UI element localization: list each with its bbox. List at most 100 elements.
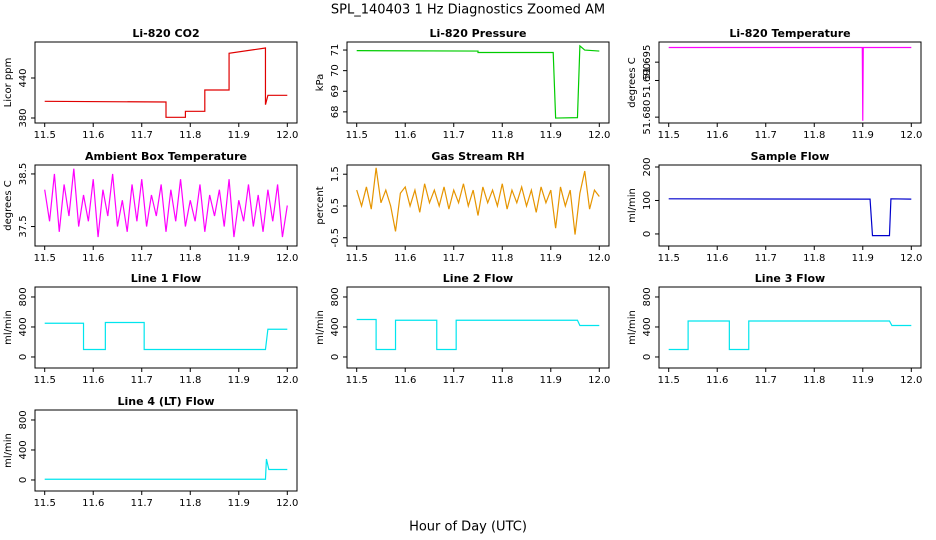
plot-area: [44, 458, 288, 480]
x-tick-label: 11.8: [179, 253, 201, 264]
plot-frame: [346, 286, 610, 369]
x-tick-label: 11.5: [346, 253, 368, 264]
y-tick-label: 0: [18, 477, 29, 483]
x-tick-label: 11.6: [394, 375, 416, 386]
data-line: [44, 168, 288, 238]
plot-frame: [34, 409, 298, 492]
x-tick-label: 12.0: [276, 375, 298, 386]
y-tick-label: 400: [330, 317, 341, 336]
y-axis-title: ml/min: [627, 310, 638, 345]
data-line: [44, 321, 288, 351]
x-tick-label: 11.6: [82, 375, 104, 386]
data-line: [668, 198, 912, 237]
x-tick-label: 11.6: [82, 498, 104, 509]
x-tick-label: 11.5: [34, 130, 56, 141]
data-line: [668, 320, 912, 351]
panel-title: Line 3 Flow: [755, 272, 825, 285]
panel: Gas Stream RH percent 11.5 11.6 11.7 11.8 11.9…: [315, 150, 610, 264]
x-tick-label: 11.6: [706, 375, 728, 386]
y-tick-label: 440: [18, 68, 29, 87]
data-line: [356, 167, 600, 235]
plot-area: [668, 198, 912, 237]
panel: Li-820 Temperature degrees C 11.5 11.6 11.7 1…: [627, 27, 922, 141]
panel: Line 1 Flow ml/min 11.5 11.6 11.7 11.8 11.9 12.…: [3, 272, 298, 386]
x-tick-label: 12.0: [588, 130, 610, 141]
data-line: [356, 44, 600, 119]
y-tick-label: 37.5: [18, 215, 29, 237]
x-tick-label: 12.0: [276, 130, 298, 141]
y-tick-label: 1.5: [330, 166, 341, 182]
y-tick-label: 0: [18, 354, 29, 360]
x-tick-label: 11.7: [755, 375, 777, 386]
x-tick-label: 11.9: [852, 253, 874, 264]
x-tick-label: 12.0: [900, 253, 922, 264]
x-tick-label: 11.5: [34, 253, 56, 264]
x-tick-label: 11.7: [131, 375, 153, 386]
plot-frame: [34, 41, 298, 124]
x-tick-label: 12.0: [588, 375, 610, 386]
x-tick-label: 11.7: [443, 130, 465, 141]
panel-title: Line 4 (LT) Flow: [118, 395, 215, 408]
x-tick-label: 11.8: [491, 253, 513, 264]
y-tick-label: 0: [642, 231, 653, 237]
data-line: [356, 318, 600, 351]
y-tick-label: 68: [330, 106, 341, 119]
y-tick-label: 51.690: [642, 63, 653, 98]
plot-frame: [658, 41, 922, 124]
y-axis-title: degrees C: [3, 180, 14, 230]
x-tick-label: 11.6: [82, 253, 104, 264]
x-tick-label: 11.9: [540, 253, 562, 264]
x-tick-label: 11.8: [179, 130, 201, 141]
x-tick-label: 11.5: [34, 375, 56, 386]
plot-area: [44, 47, 288, 118]
plot-frame: [658, 164, 922, 247]
x-tick-label: 11.7: [131, 130, 153, 141]
y-tick-label: 71: [330, 44, 341, 57]
x-tick-label: 12.0: [900, 130, 922, 141]
panel-title: Line 1 Flow: [131, 272, 201, 285]
x-tick-label: 12.0: [276, 498, 298, 509]
plot-frame: [658, 286, 922, 369]
x-tick-label: 11.9: [228, 498, 250, 509]
y-axis-title: percent: [315, 186, 326, 224]
panel-title: Li-820 CO2: [132, 27, 199, 40]
y-tick-label: 38.5: [18, 163, 29, 185]
panel: Line 3 Flow ml/min 11.5 11.6 11.7 11.8 11.9 12.…: [627, 272, 922, 386]
x-tick-label: 11.8: [803, 253, 825, 264]
y-tick-label: 0.5: [330, 198, 341, 214]
y-axis-title: ml/min: [315, 310, 326, 345]
y-tick-label: 200: [642, 157, 653, 176]
plot-area: [356, 44, 600, 119]
x-tick-label: 11.9: [852, 130, 874, 141]
plot-area: [668, 320, 912, 351]
x-tick-label: 11.7: [131, 498, 153, 509]
plot-frame: [346, 164, 610, 247]
x-tick-label: 11.6: [706, 253, 728, 264]
x-tick-label: 11.7: [443, 253, 465, 264]
panel-title: Sample Flow: [751, 150, 830, 163]
data-line: [44, 458, 288, 480]
x-tick-label: 11.8: [179, 375, 201, 386]
plot-area: [44, 168, 288, 238]
panel: Ambient Box Temperature degrees C 11.5 11.6…: [3, 150, 298, 264]
y-tick-label: 51.695: [642, 45, 653, 80]
y-tick-label: -0.5: [330, 228, 341, 248]
x-tick-label: 11.5: [346, 130, 368, 141]
panel-title: Li-820 Pressure: [430, 27, 527, 40]
y-axis-title: ml/min: [3, 310, 14, 345]
data-line: [668, 46, 912, 121]
y-tick-label: 400: [642, 317, 653, 336]
y-tick-label: 0: [330, 354, 341, 360]
x-tick-label: 11.5: [658, 130, 680, 141]
y-axis-title: Licor ppm: [3, 58, 14, 108]
panel-title: Ambient Box Temperature: [85, 150, 247, 163]
plot-area: [356, 318, 600, 351]
x-tick-label: 11.5: [34, 498, 56, 509]
y-tick-label: 70: [330, 64, 341, 77]
panel-title: Li-820 Temperature: [729, 27, 850, 40]
x-tick-label: 11.5: [658, 253, 680, 264]
panel: Sample Flow ml/min 11.5 11.6 11.7 11.8 11.9 12.…: [627, 150, 922, 264]
x-tick-label: 12.0: [900, 375, 922, 386]
y-axis-title: ml/min: [3, 433, 14, 468]
panel: Li-820 CO2 Licor ppm 11.5 11.6 11.7 11.8 11.9 1…: [3, 27, 298, 141]
